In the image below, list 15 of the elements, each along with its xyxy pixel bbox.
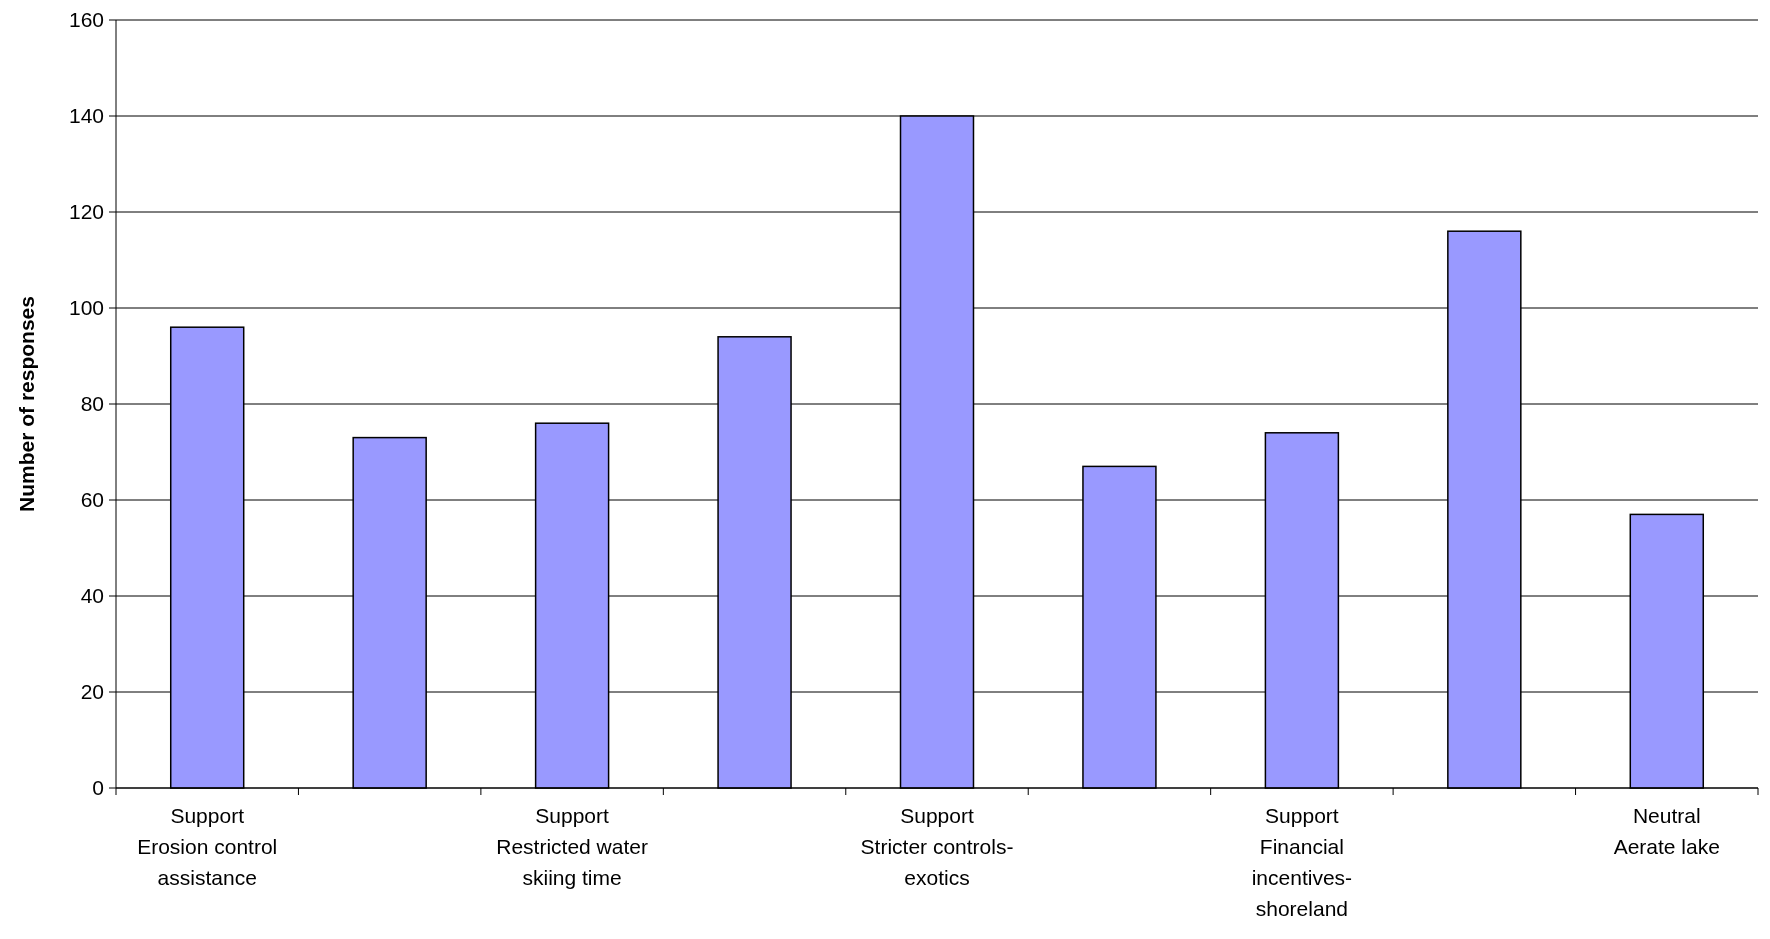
y-axis-title: Number of responses [15, 296, 38, 512]
y-tick-label: 60 [80, 488, 104, 512]
y-tick-label: 100 [68, 296, 104, 320]
x-tick-label: Support Financial incentives- shoreland [1251, 804, 1353, 920]
y-tick-label: 40 [80, 584, 104, 608]
y-tick-label: 140 [68, 104, 104, 128]
x-tick-label: Support Erosion control assistance [137, 804, 278, 889]
y-tick-label: 0 [92, 776, 104, 800]
y-tick-label: 80 [80, 392, 104, 416]
x-tick-label: Neutral Aerate lake [1613, 804, 1720, 858]
y-tick-label: 120 [68, 200, 104, 224]
y-tick-label: 20 [80, 680, 104, 704]
x-tick-label: Support Stricter controls- exotics [860, 804, 1014, 889]
y-tick-label: 160 [68, 8, 104, 32]
x-tick-label: Support Restricted water skiing time [496, 804, 648, 889]
